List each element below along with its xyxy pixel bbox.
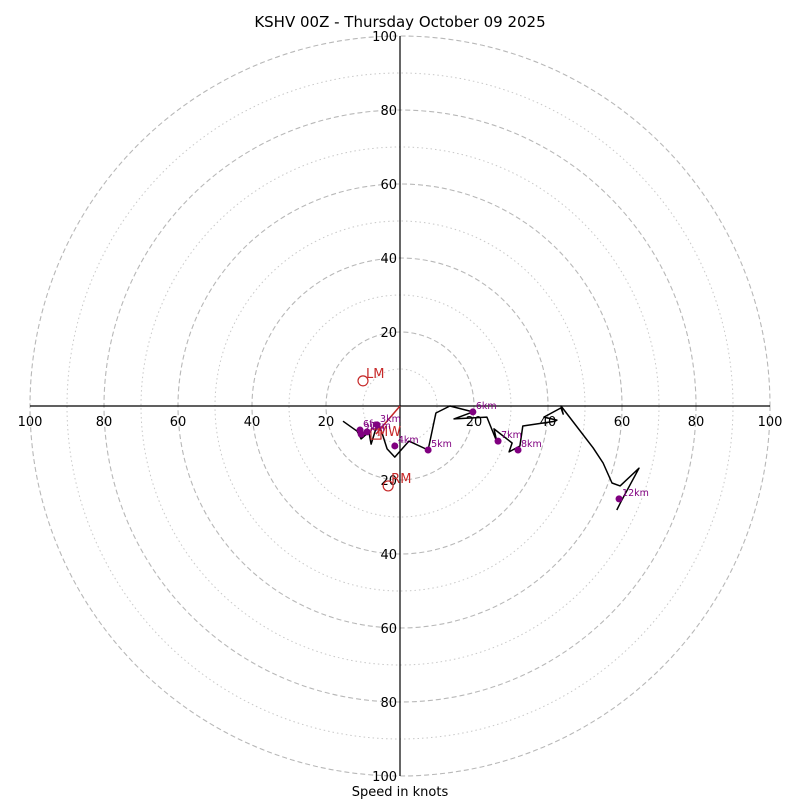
x-tick-label: 80 <box>688 415 705 430</box>
height-marker-8km <box>514 446 522 454</box>
height-label-3km: 3km <box>380 414 401 425</box>
height-marker-7km <box>494 437 502 445</box>
x-tick-label: 60 <box>614 415 631 430</box>
height-label-12km: 12km <box>622 488 649 499</box>
x-tick-label: 40 <box>244 415 261 430</box>
height-marker-12km <box>615 495 623 503</box>
y-tick-label: 100 <box>372 770 397 785</box>
hodograph-trace <box>342 405 640 511</box>
x-tick-label: 80 <box>96 415 113 430</box>
height-marker-5km <box>424 446 432 454</box>
right-mover-label: RM <box>391 472 411 487</box>
y-tick-label: 40 <box>380 252 397 267</box>
height-label-6km: 6km <box>476 401 497 412</box>
y-tick-label: 60 <box>380 178 397 193</box>
mean-wind-marker <box>370 428 382 440</box>
y-tick-label: 60 <box>380 622 397 637</box>
height-label-5km: 5km <box>431 439 452 450</box>
left-mover-marker <box>357 375 369 387</box>
hodograph-trace-group <box>342 405 640 511</box>
height-label-1km: 1km <box>370 421 391 432</box>
y-tick-label: 20 <box>380 326 397 341</box>
y-tick-label: 80 <box>380 696 397 711</box>
height-label-8km: 8km <box>521 439 542 450</box>
height-label-2km: 2km <box>364 423 385 434</box>
height-label-6fc: 6fc <box>363 419 378 430</box>
x-tick-label: 100 <box>758 415 783 430</box>
height-marker-3km <box>373 421 381 429</box>
height-label-4km: 4km <box>398 435 419 446</box>
height-marker-1km <box>363 428 371 436</box>
x-tick-label: 100 <box>18 415 43 430</box>
x-tick-label: 20 <box>318 415 335 430</box>
x-tick-label: 60 <box>170 415 187 430</box>
y-tick-label: 100 <box>372 30 397 45</box>
height-label-7km: 7km <box>501 430 522 441</box>
y-tick-label: 80 <box>380 104 397 119</box>
left-mover-label: LM <box>366 367 384 382</box>
chart-title: KSHV 00Z - Thursday October 09 2025 <box>254 13 545 31</box>
height-marker-6km <box>469 408 477 416</box>
y-tick-label: 40 <box>380 548 397 563</box>
right-mover-marker <box>382 480 394 492</box>
storm-motion-group: LM RM MW <box>357 367 411 492</box>
mean-wind-label: MW <box>377 425 401 440</box>
height-marker-2km <box>357 430 365 438</box>
height-marker-4km <box>391 442 399 450</box>
x-axis-label: Speed in knots <box>352 785 449 800</box>
